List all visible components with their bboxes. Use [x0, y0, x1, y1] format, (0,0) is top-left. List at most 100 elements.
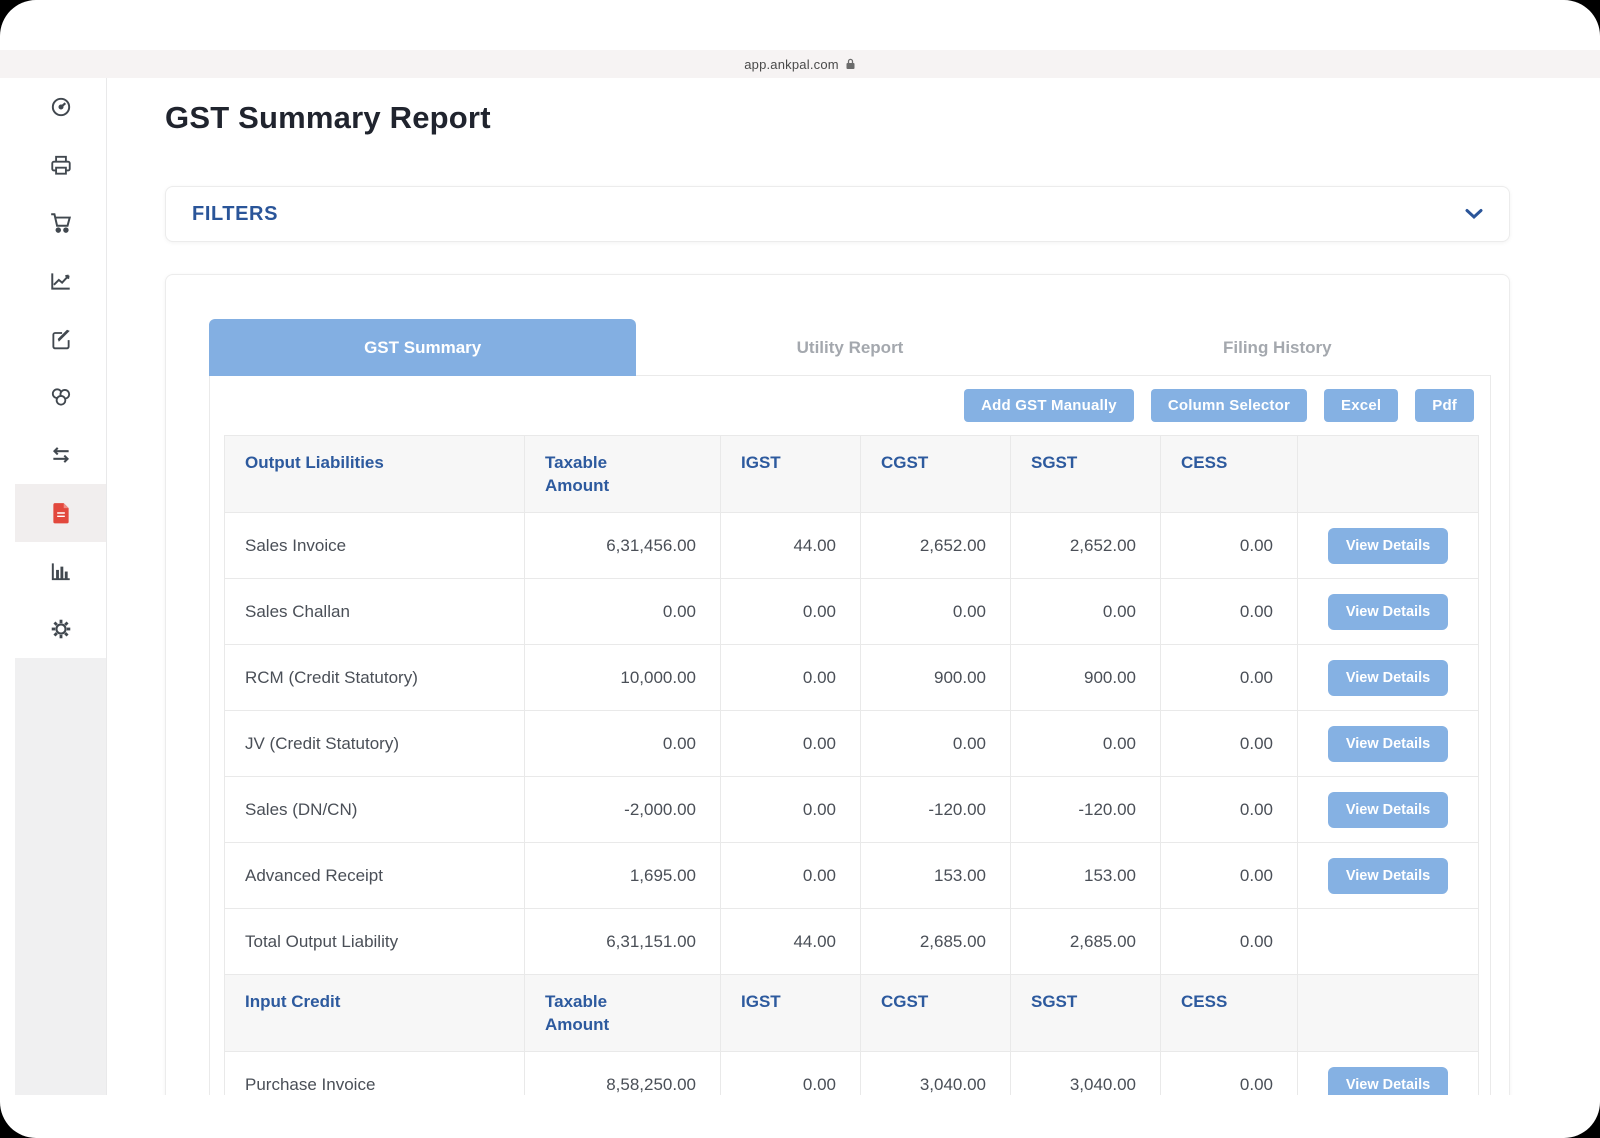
amount-cell: 900.00	[860, 644, 1011, 711]
amount-cell: 0.00	[1160, 1051, 1298, 1095]
edit-icon	[51, 329, 70, 350]
actions-cell: View Details	[1297, 1051, 1479, 1095]
actions-cell: View Details	[1297, 710, 1479, 777]
row-label-cell: Purchase Invoice	[224, 1051, 525, 1095]
coins-icon	[51, 388, 70, 406]
sidebar-item-dashboard[interactable]	[15, 78, 106, 136]
row-label-cell: JV (Credit Statutory)	[224, 710, 525, 777]
view-details-button[interactable]: View Details	[1328, 659, 1448, 696]
table-row: Sales (DN/CN) -2,000.00 0.00 -120.00 -120.00…	[224, 776, 1479, 843]
table-row: Purchase Invoice 8,58,250.00 0.00 3,040.00 3…	[224, 1051, 1479, 1095]
amount-cell: 3,040.00	[1010, 1051, 1161, 1095]
tab-bar: GST Summary Utility Report Filing Histor…	[209, 319, 1491, 376]
filters-label: FILTERS	[192, 202, 279, 225]
row-label-cell: RCM (Credit Statutory)	[224, 644, 525, 711]
add-gst-manually-button[interactable]: Add GST Manually	[964, 389, 1134, 422]
amount-cell: 44.00	[720, 512, 861, 579]
row-label-cell: Sales Invoice	[224, 512, 525, 579]
section-title-cell: Input Credit	[224, 974, 525, 1052]
dashboard-icon	[51, 97, 70, 117]
column-header-cell: Taxable Amount	[524, 974, 721, 1052]
excel-export-button[interactable]: Excel	[1324, 389, 1399, 422]
actions-cell: View Details	[1297, 644, 1479, 711]
row-label-cell: Sales Challan	[224, 578, 525, 645]
sidebar-item-print[interactable]	[15, 136, 106, 194]
amount-cell: 2,652.00	[1010, 512, 1161, 579]
row-label-cell: Sales (DN/CN)	[224, 776, 525, 843]
view-details-button[interactable]: View Details	[1328, 593, 1448, 630]
sidebar-item-transactions[interactable]	[15, 426, 106, 484]
column-header-cell: CESS	[1160, 974, 1298, 1052]
view-details-button[interactable]: View Details	[1328, 725, 1448, 762]
column-header-cell: IGST	[720, 435, 861, 513]
section-title-cell: Output Liabilities	[224, 435, 525, 513]
amount-cell: 0.00	[1160, 644, 1298, 711]
column-header-cell: CESS	[1160, 435, 1298, 513]
browser-address-bar[interactable]: app.ankpal.com	[0, 50, 1600, 78]
table-toolbar: Add GST Manually Column Selector Excel P…	[210, 376, 1490, 434]
sidebar	[15, 78, 107, 1095]
amount-cell: 10,000.00	[524, 644, 721, 711]
amount-cell: 0.00	[720, 578, 861, 645]
table-row: JV (Credit Statutory) 0.00 0.00 0.00 0.00 0.0…	[224, 710, 1479, 777]
sidebar-item-gst-reports[interactable]	[15, 484, 106, 542]
actions-header-cell	[1297, 974, 1479, 1052]
actions-cell: View Details	[1297, 776, 1479, 843]
view-details-button[interactable]: View Details	[1328, 857, 1448, 894]
table-row: RCM (Credit Statutory) 10,000.00 0.00 900.0…	[224, 644, 1479, 711]
amount-cell: 0.00	[720, 1051, 861, 1095]
chevron-down-icon[interactable]	[1465, 208, 1483, 220]
amount-cell: 0.00	[524, 578, 721, 645]
amount-cell: 153.00	[1010, 842, 1161, 909]
amount-cell: 0.00	[860, 578, 1011, 645]
amount-cell: 44.00	[720, 908, 861, 975]
printer-icon	[50, 155, 71, 175]
main-content: GST Summary Report FILTERS GST Summary U…	[107, 78, 1600, 1095]
amount-cell: 0.00	[860, 710, 1011, 777]
sidebar-menu	[15, 78, 106, 658]
sidebar-item-journal[interactable]	[15, 310, 106, 368]
left-gutter	[0, 78, 15, 1095]
amount-cell: 900.00	[1010, 644, 1161, 711]
actions-cell: View Details	[1297, 842, 1479, 909]
table-row: Advanced Receipt 1,695.00 0.00 153.00 153.00…	[224, 842, 1479, 909]
sidebar-item-purchases[interactable]	[15, 194, 106, 252]
filters-panel[interactable]: FILTERS	[165, 186, 1510, 242]
amount-cell: 0.00	[1160, 776, 1298, 843]
url-text: app.ankpal.com	[744, 56, 839, 72]
column-header-cell: CGST	[860, 974, 1011, 1052]
tab-filing-history[interactable]: Filing History	[1223, 337, 1332, 357]
amount-cell: 3,040.00	[860, 1051, 1011, 1095]
cart-icon	[50, 213, 71, 233]
actions-cell: View Details	[1297, 578, 1479, 645]
table-row: Sales Invoice 6,31,456.00 44.00 2,652.00 2,6…	[224, 512, 1479, 579]
column-selector-button[interactable]: Column Selector	[1150, 389, 1308, 422]
amount-cell: -120.00	[1010, 776, 1161, 843]
tab-utility-report[interactable]: Utility Report	[796, 337, 904, 357]
sidebar-item-analytics[interactable]	[15, 542, 106, 600]
view-details-button[interactable]: View Details	[1328, 527, 1448, 564]
amount-cell: 1,695.00	[524, 842, 721, 909]
actions-cell: View Details	[1297, 512, 1479, 579]
amount-cell: 2,652.00	[860, 512, 1011, 579]
row-label-cell: Advanced Receipt	[224, 842, 525, 909]
table-row: Total Output Liability 6,31,151.00 44.00 2,…	[224, 908, 1479, 975]
sidebar-item-payments[interactable]	[15, 368, 106, 426]
bar-chart-icon	[51, 563, 70, 581]
amount-cell: 2,685.00	[860, 908, 1011, 975]
row-label-cell: Total Output Liability	[224, 908, 525, 975]
sidebar-item-sales-report[interactable]	[15, 252, 106, 310]
amount-cell: 0.00	[1160, 578, 1298, 645]
amount-cell: 153.00	[860, 842, 1011, 909]
gst-summary-panel: Add GST Manually Column Selector Excel P…	[209, 375, 1491, 1095]
sidebar-item-settings[interactable]	[15, 600, 106, 658]
column-header-cell: CGST	[860, 435, 1011, 513]
line-chart-icon	[50, 273, 70, 290]
view-details-button[interactable]: View Details	[1328, 1066, 1448, 1095]
tab-gst-summary[interactable]: GST Summary	[209, 319, 637, 376]
amount-cell: 0.00	[1160, 512, 1298, 579]
pdf-export-button[interactable]: Pdf	[1415, 389, 1474, 422]
gst-table-body: Output Liabilities Taxable Amount IGST CGST…	[224, 435, 1479, 1095]
view-details-button[interactable]: View Details	[1328, 791, 1448, 828]
